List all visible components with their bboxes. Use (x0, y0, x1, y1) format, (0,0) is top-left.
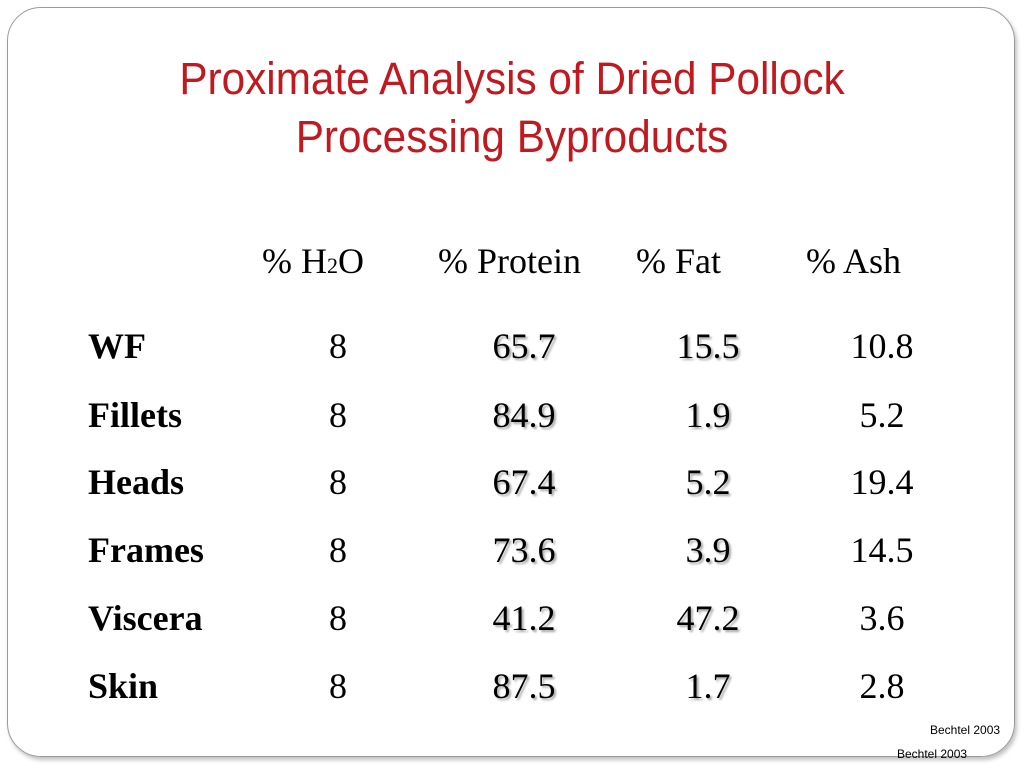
row-label-wf: WF (88, 326, 146, 366)
cell-protein: 73.6 (492, 530, 556, 570)
cell-ash: 14.5 (850, 530, 914, 570)
cell-protein: 84.9 (492, 395, 556, 435)
cell-fat: 47.2 (676, 598, 740, 638)
cell-ash: 10.8 (850, 326, 914, 366)
cell-fat: 15.5 (676, 326, 740, 366)
row-label-frames: Frames (88, 530, 204, 570)
credit-inner: Bechtel 2003 (930, 723, 1001, 737)
cell-fat: 3.9 (685, 530, 731, 570)
cell-h2o: 8 (329, 462, 347, 502)
title-line-1: Proximate Analysis of Dried Pollock (179, 53, 845, 104)
cell-h2o: 8 (329, 598, 347, 638)
cell-ash: 5.2 (859, 395, 905, 435)
cell-protein: 87.5 (492, 666, 556, 706)
cell-ash: 2.8 (859, 666, 905, 706)
cell-fat: 5.2 (685, 462, 731, 502)
cell-h2o: 8 (329, 326, 347, 366)
header-fat: % Fat (636, 241, 721, 281)
row-label-viscera: Viscera (88, 598, 203, 638)
cell-h2o: 8 (329, 395, 347, 435)
cell-protein: 41.2 (492, 598, 556, 638)
slide-title: Proximate Analysis of Dried Pollock Proc… (31, 50, 994, 166)
cell-h2o: 8 (329, 530, 347, 570)
cell-fat: 1.9 (685, 395, 731, 435)
cell-fat: 1.7 (685, 666, 731, 706)
slide-frame (7, 7, 1015, 757)
header-ash: % Ash (806, 241, 902, 281)
header-h2o: % H2O (262, 241, 364, 281)
cell-ash: 3.6 (859, 598, 905, 638)
cell-ash: 19.4 (850, 462, 914, 502)
row-label-heads: Heads (88, 462, 185, 502)
row-label-skin: Skin (88, 666, 159, 706)
cell-protein: 67.4 (492, 462, 556, 502)
cell-h2o: 8 (329, 666, 347, 706)
cell-protein: 65.7 (492, 326, 556, 366)
title-line-2: Processing Byproducts (295, 111, 729, 162)
row-label-fillets: Fillets (88, 395, 182, 435)
header-protein: % Protein (438, 241, 581, 281)
credit-outer: Bechtel 2003 (897, 747, 968, 761)
